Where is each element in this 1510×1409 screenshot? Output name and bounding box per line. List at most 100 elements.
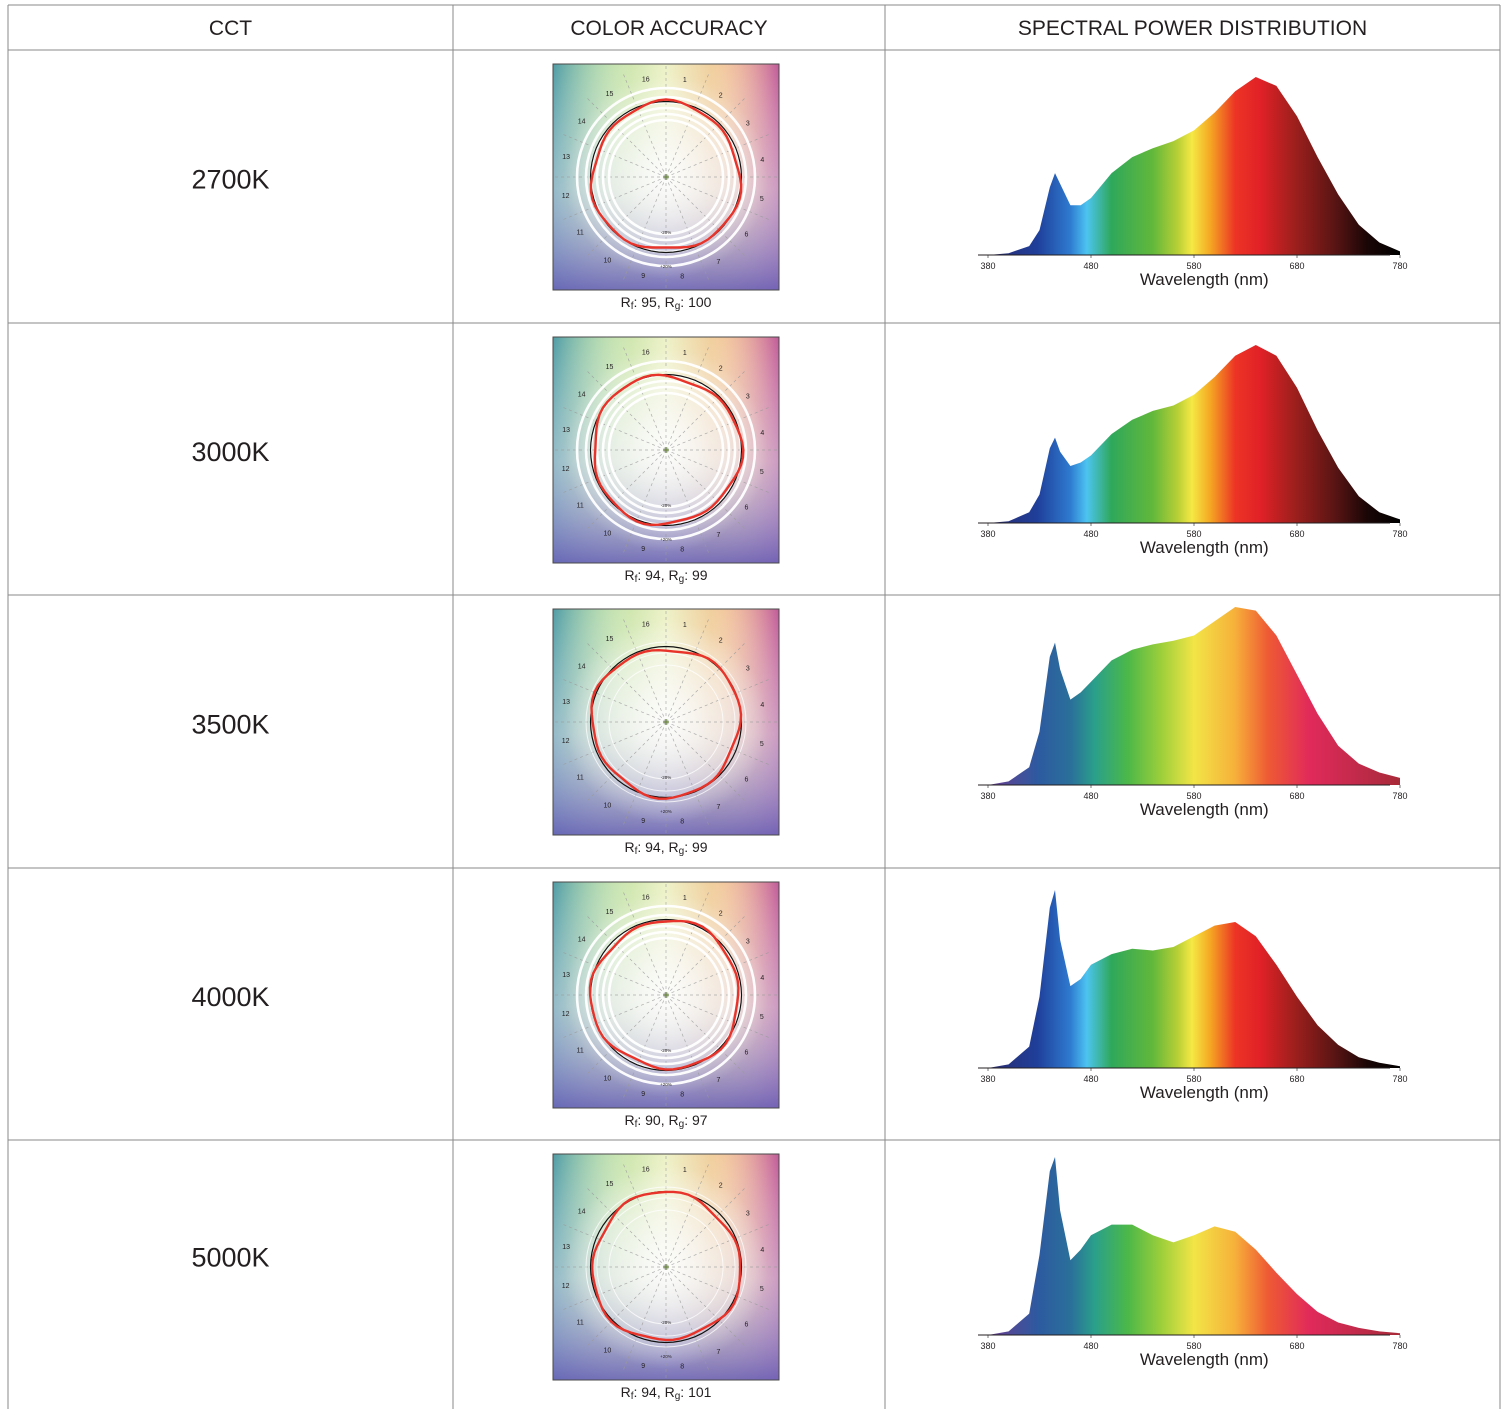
hue-bin-label: 16 [642,622,650,629]
reference-ring [607,391,725,509]
hue-bin-label: 7 [717,804,721,811]
hue-bin-label: 15 [606,364,614,371]
hue-bin-label: 2 [719,638,723,645]
test-loop [590,1190,742,1342]
hue-bin-spoke [665,1187,746,1268]
caption-punctuation: , [661,839,669,855]
fidelity-gamut-caption: Rf: 94, Rg: 101 [621,1384,712,1402]
caption-punctuation: : [684,567,692,583]
spectral-tick-label: 480 [1083,791,1098,801]
center-marker [663,174,669,180]
reference-ring [575,86,757,268]
spectral-tick-label: 480 [1083,261,1098,271]
hue-bin-spoke [562,721,667,766]
hue-bin-label: 8 [680,1363,684,1370]
spectral-chart: 380 480 580 680 780 Wavelength (nm) [978,890,1408,1102]
caption-rf-symbol: R [624,1112,634,1128]
hue-bin-label: 9 [641,1091,645,1098]
hue-bin-label: 5 [760,196,764,203]
hue-bin-label: 10 [603,1075,611,1082]
ring-percent-label: -20% [661,503,672,508]
hue-bin-label: 4 [760,702,764,709]
hue-bin-label: 8 [680,273,684,280]
reference-ring [607,118,725,236]
hue-bin-spoke [622,1266,667,1371]
hue-bin-label: 15 [606,1181,614,1188]
hue-bin-label: 6 [744,777,748,784]
hue-bin-label: 3 [746,939,750,946]
hue-bin-spoke [665,642,746,723]
hue-bin-spoke [586,642,667,723]
caption-punctuation: : [680,294,688,310]
spectral-tick-label: 580 [1186,1341,1201,1351]
caption-rg-symbol: R [665,294,675,310]
spectral-tick-label: 580 [1186,1074,1201,1084]
caption-rf-value: 94 [645,567,661,583]
reference-loop [589,1190,743,1344]
hue-bin-label: 1 [683,1167,687,1174]
reference-ring [575,904,757,1086]
spectral-x-label: Wavelength (nm) [1140,800,1269,819]
cct-value: 2700K [191,165,269,195]
ring-percent-label: +20% [660,1354,672,1359]
caption-rf-symbol: R [624,839,634,855]
caption-rg-value: 99 [692,839,708,855]
caption-rg-sub: g [679,574,685,585]
table-grid [7,4,1501,1409]
hue-bin-label: 11 [576,1047,583,1054]
caption-rg-sub: g [679,846,685,857]
hue-bin-label: 14 [578,391,586,398]
hue-bin-label: 4 [760,157,764,164]
reference-ring [584,368,748,532]
hue-bin-label: 1 [683,77,687,84]
hue-bin-label: 15 [606,636,614,643]
spectral-x-label: Wavelength (nm) [1140,1083,1269,1102]
spectral-chart: 380 480 580 680 780 Wavelength (nm) [978,345,1408,557]
spectral-tick-label: 480 [1083,1341,1098,1351]
hue-bin-label: 11 [576,774,583,781]
ring-percent-label: -20% [661,230,672,235]
spectral-tick-label: 380 [980,1341,995,1351]
hue-bin-label: 12 [562,738,570,745]
hue-bin-label: 1 [683,350,687,357]
hue-bin-spoke [622,1163,667,1268]
vector-graphic-frame [552,1153,780,1381]
hue-bin-label: 16 [642,350,650,357]
ring-percent-label: +20% [660,1082,672,1087]
caption-rg-value: 101 [688,1384,712,1400]
caption-punctuation: : [637,839,645,855]
caption-rg-symbol: R [665,1384,675,1400]
caption-punctuation: : [684,839,692,855]
caption-punctuation: , [661,567,669,583]
hue-bin-label: 5 [760,1014,764,1021]
reference-ring [595,379,737,521]
hue-bin-label: 4 [760,430,764,437]
hue-bin-spoke [665,678,770,723]
hue-bin-label: 12 [562,466,570,473]
hue-bin-label: 13 [562,1244,570,1251]
caption-punctuation: : [684,1112,692,1128]
hue-bin-label: 6 [744,505,748,512]
spectral-chart: 380 480 580 680 780 Wavelength (nm) [978,607,1408,819]
hue-bin-label: 16 [642,77,650,84]
caption-punctuation: : [633,1384,641,1400]
spectral-tick-label: 580 [1186,791,1201,801]
hue-bin-label: 6 [744,1050,748,1057]
table-row: 5000K12345678910111213141516-20%+20%Rf: … [191,1153,1408,1402]
reference-ring [595,106,737,248]
spectral-curve [988,607,1400,785]
fidelity-gamut-caption: Rf: 95, Rg: 100 [621,294,712,312]
cct-value: 3000K [191,437,269,467]
hue-bin-spoke [562,1223,667,1268]
spectral-tick-label: 580 [1186,261,1201,271]
spectral-tick-label: 680 [1289,529,1304,539]
reference-ring [584,913,748,1077]
spectral-tick-label: 780 [1392,791,1407,801]
hue-bin-label: 9 [641,1363,645,1370]
hue-bin-label: 15 [606,909,614,916]
hue-bin-label: 16 [642,895,650,902]
